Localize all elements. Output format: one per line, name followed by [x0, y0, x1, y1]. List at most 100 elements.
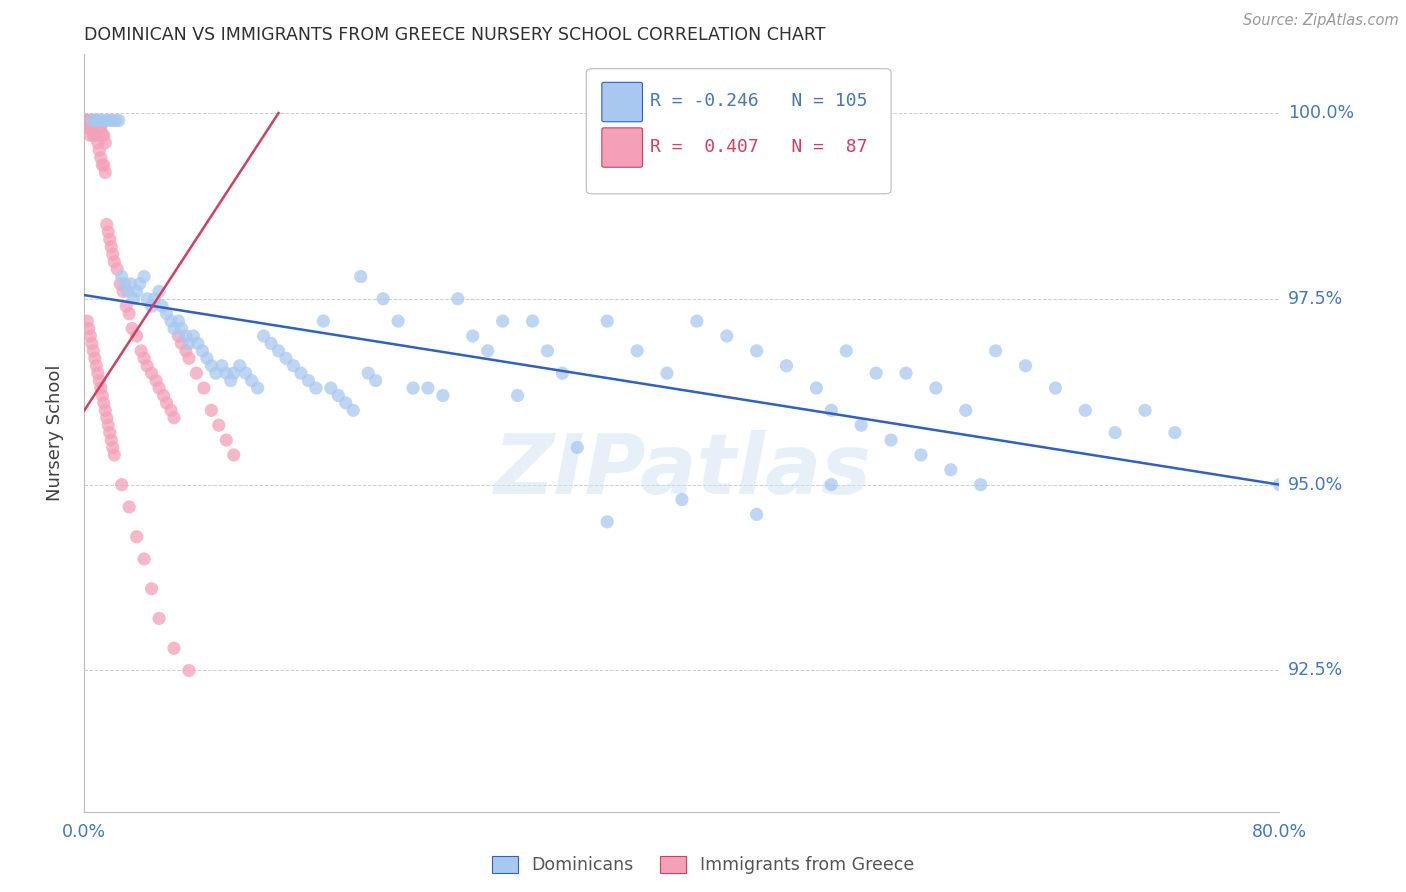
Point	[148, 611, 170, 625]
Point	[305, 381, 328, 395]
Point	[90, 151, 112, 165]
Point	[865, 366, 887, 380]
Point	[851, 418, 873, 433]
Point	[148, 285, 170, 299]
Point	[120, 277, 142, 291]
Point	[253, 329, 276, 343]
Point	[86, 128, 108, 143]
Text: Source: ZipAtlas.com: Source: ZipAtlas.com	[1243, 13, 1399, 29]
Point	[77, 120, 100, 135]
Text: DOMINICAN VS IMMIGRANTS FROM GREECE NURSERY SCHOOL CORRELATION CHART: DOMINICAN VS IMMIGRANTS FROM GREECE NURS…	[84, 26, 825, 44]
Point	[90, 381, 112, 395]
Point	[150, 299, 173, 313]
Point	[83, 113, 105, 128]
Point	[122, 292, 145, 306]
Point	[626, 343, 648, 358]
Point	[187, 336, 209, 351]
Point	[160, 403, 183, 417]
Point	[105, 262, 128, 277]
Point	[174, 329, 197, 343]
Point	[96, 113, 118, 128]
Point	[205, 366, 228, 380]
Point	[82, 128, 104, 143]
Point	[89, 143, 111, 157]
Point	[1014, 359, 1036, 373]
Point	[260, 336, 283, 351]
Point	[86, 359, 108, 373]
Point	[235, 366, 257, 380]
Text: 97.5%: 97.5%	[1288, 290, 1343, 308]
Point	[76, 120, 98, 135]
Point	[136, 292, 159, 306]
Point	[155, 396, 177, 410]
Point	[141, 299, 163, 313]
Point	[107, 113, 129, 128]
Point	[167, 329, 190, 343]
Point	[101, 113, 124, 128]
Point	[132, 269, 156, 284]
Point	[215, 366, 238, 380]
Point	[373, 292, 395, 306]
Point	[671, 492, 693, 507]
Point	[79, 329, 101, 343]
Point	[115, 299, 138, 313]
Point	[939, 463, 962, 477]
Point	[83, 113, 105, 128]
Point	[970, 477, 993, 491]
Point	[77, 113, 100, 128]
Point	[174, 343, 197, 358]
Point	[200, 359, 222, 373]
Y-axis label: Nursery School: Nursery School	[45, 364, 63, 501]
Point	[75, 113, 97, 128]
Point	[686, 314, 709, 328]
Point	[716, 329, 738, 343]
Point	[416, 381, 439, 395]
Point	[94, 165, 117, 179]
Point	[328, 388, 350, 402]
Point	[136, 359, 159, 373]
Point	[141, 366, 163, 380]
Point	[461, 329, 484, 343]
Point	[177, 351, 200, 366]
Point	[103, 448, 125, 462]
Point	[387, 314, 409, 328]
Point	[267, 343, 290, 358]
Point	[193, 381, 215, 395]
Point	[152, 388, 174, 402]
Point	[94, 136, 117, 150]
Point	[319, 381, 342, 395]
Point	[148, 381, 170, 395]
Point	[211, 359, 233, 373]
FancyBboxPatch shape	[586, 69, 891, 194]
Point	[93, 158, 115, 172]
Point	[167, 314, 190, 328]
Point	[87, 113, 110, 128]
Point	[87, 366, 110, 380]
Point	[364, 374, 387, 388]
Point	[98, 232, 121, 246]
Point	[80, 113, 103, 128]
Point	[745, 508, 768, 522]
Point	[83, 351, 105, 366]
Point	[101, 441, 124, 455]
Point	[402, 381, 425, 395]
Point	[596, 515, 619, 529]
Point	[87, 113, 110, 128]
Point	[91, 128, 114, 143]
Point	[87, 136, 110, 150]
Point	[342, 403, 364, 417]
Point	[90, 113, 112, 128]
Point	[93, 128, 115, 143]
Point	[76, 314, 98, 328]
Text: R = -0.246   N = 105: R = -0.246 N = 105	[650, 92, 868, 111]
Point	[80, 120, 103, 135]
Point	[228, 359, 252, 373]
Point	[103, 254, 125, 268]
Point	[177, 336, 200, 351]
Point	[125, 329, 148, 343]
Point	[1268, 477, 1291, 491]
Point	[112, 285, 135, 299]
Point	[183, 329, 205, 343]
Point	[98, 113, 121, 128]
Point	[89, 120, 111, 135]
